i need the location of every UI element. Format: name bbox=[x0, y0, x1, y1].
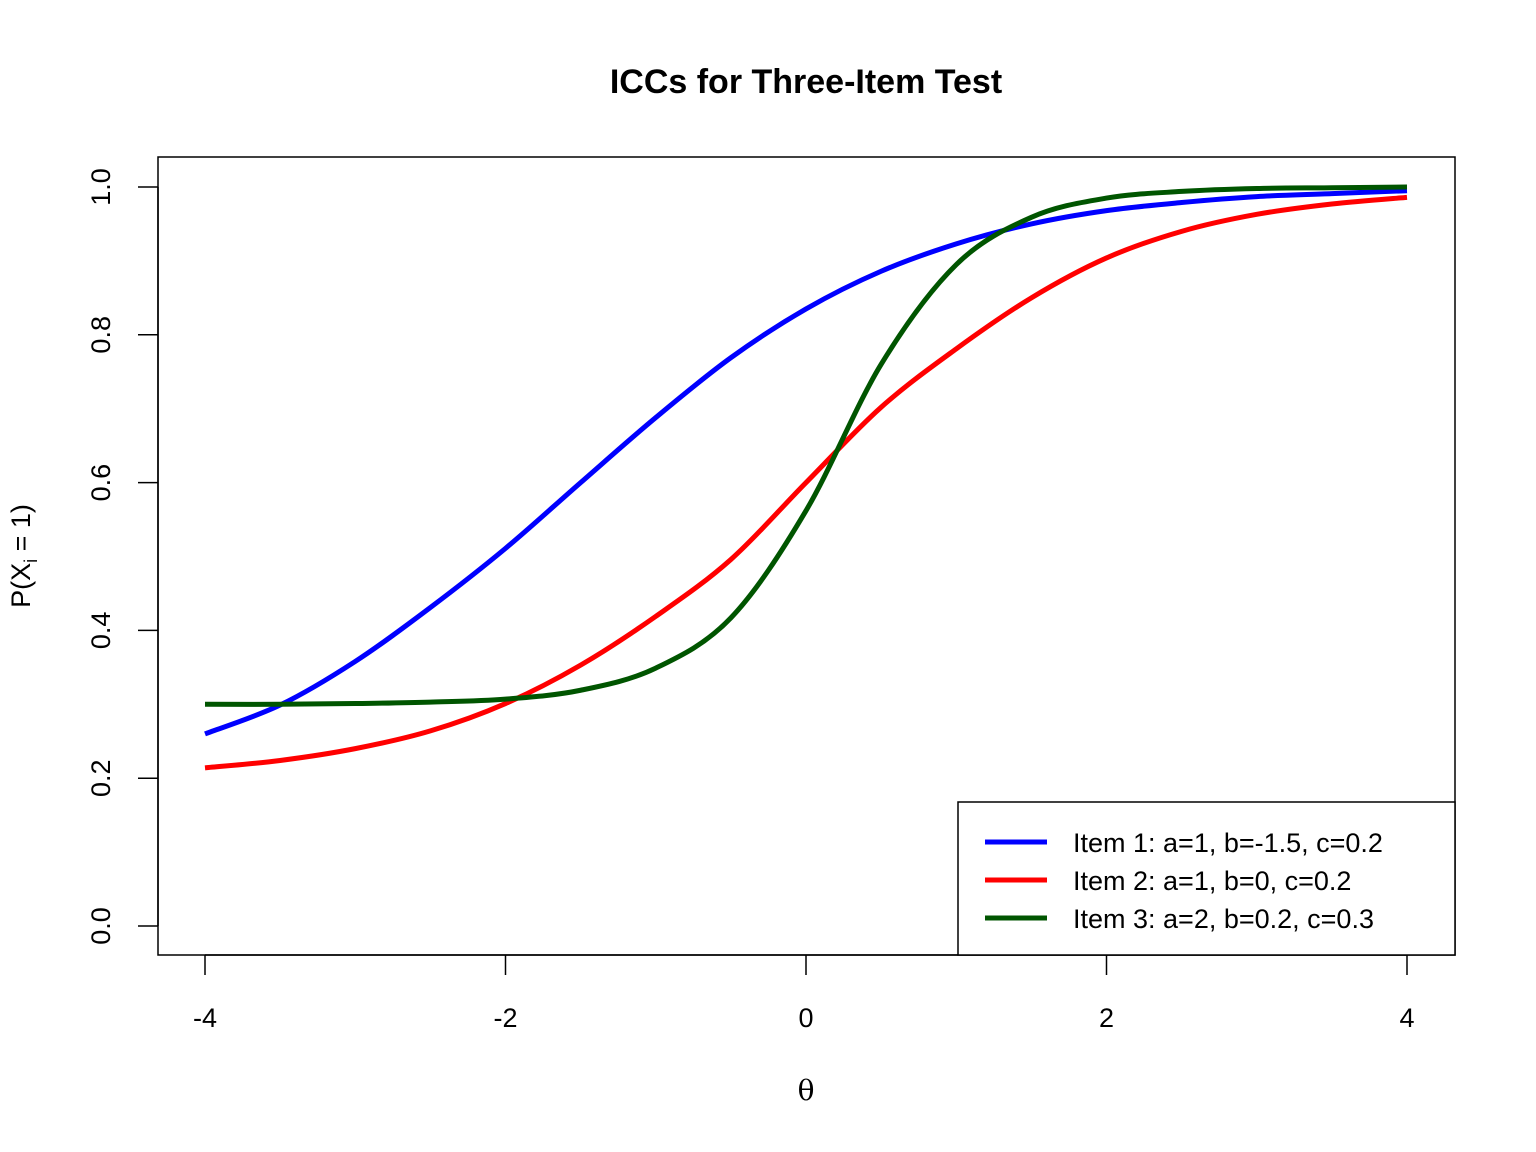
y-tick-label: 0.0 bbox=[86, 907, 116, 945]
y-axis-label-tail: = 1) bbox=[6, 504, 36, 559]
x-tick-label: -4 bbox=[193, 1003, 217, 1033]
y-tick-label: 0.4 bbox=[86, 612, 116, 650]
y-axis-label: P(Xi = 1) bbox=[6, 504, 41, 608]
y-axis: 0.0 0.2 0.4 0.6 0.8 1.0 bbox=[86, 168, 159, 945]
series-line-item-1 bbox=[204, 188, 1408, 737]
y-tick-label: 0.6 bbox=[86, 464, 116, 502]
legend-label-item-1: Item 1: a=1, b=-1.5, c=0.2 bbox=[1073, 828, 1383, 858]
y-axis-label-sub: i bbox=[21, 559, 41, 563]
x-tick-label: 0 bbox=[798, 1003, 813, 1033]
y-tick-label: 1.0 bbox=[86, 168, 116, 206]
legend: Item 1: a=1, b=-1.5, c=0.2 Item 2: a=1, b… bbox=[957, 801, 1456, 956]
x-tick-label: 4 bbox=[1399, 1003, 1414, 1033]
x-tick-label: 2 bbox=[1099, 1003, 1114, 1033]
y-axis-label-main: P(X bbox=[6, 563, 36, 608]
series-lines bbox=[204, 184, 1408, 771]
series-line-item-2 bbox=[204, 194, 1408, 771]
x-axis-label: θ bbox=[798, 1074, 815, 1107]
legend-label-item-3: Item 3: a=2, b=0.2, c=0.3 bbox=[1073, 904, 1374, 934]
chart-title: ICCs for Three-Item Test bbox=[610, 63, 1002, 101]
y-tick-label: 0.8 bbox=[86, 316, 116, 354]
x-tick-label: -2 bbox=[493, 1003, 517, 1033]
series-line-item-3 bbox=[204, 184, 1408, 707]
y-tick-label: 0.2 bbox=[86, 759, 116, 797]
x-axis: -4 -2 0 2 4 bbox=[193, 954, 1415, 1033]
legend-label-item-2: Item 2: a=1, b=0, c=0.2 bbox=[1073, 866, 1351, 896]
